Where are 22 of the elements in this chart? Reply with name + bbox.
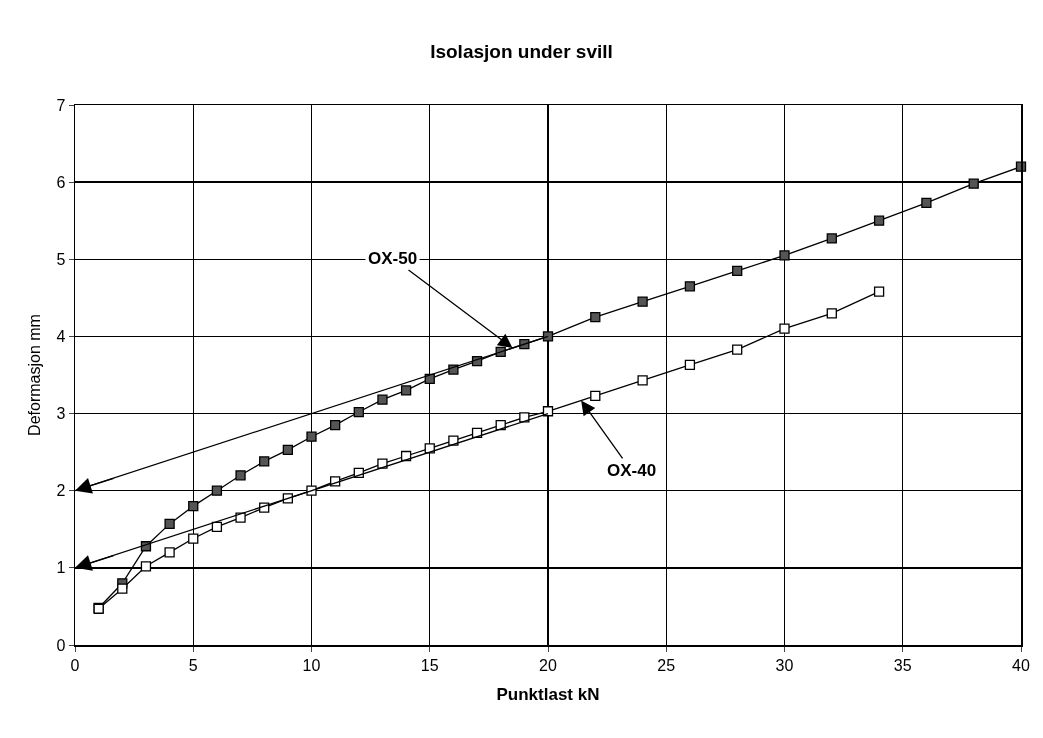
y-tick-label: 0 bbox=[56, 636, 66, 654]
x-axis-title: Punktlast kN bbox=[496, 684, 600, 704]
annotation: OX-50 bbox=[368, 249, 418, 268]
y-tick-label: 5 bbox=[56, 250, 66, 268]
y-tick-label: 4 bbox=[56, 328, 66, 346]
annotation: OX-40 bbox=[607, 461, 657, 480]
x-tick-label: 10 bbox=[302, 656, 321, 674]
y-tick-label: 1 bbox=[56, 559, 66, 577]
y-tick-label: 3 bbox=[56, 405, 66, 423]
x-tick-label: 35 bbox=[893, 656, 912, 674]
x-tick-label: 15 bbox=[420, 656, 439, 674]
y-tick-label: 2 bbox=[56, 482, 66, 500]
x-tick-label: 5 bbox=[188, 656, 198, 674]
y-tick-label: 6 bbox=[56, 173, 66, 191]
x-tick-label: 30 bbox=[775, 656, 794, 674]
chart-title: Isolasjon under svill bbox=[430, 40, 613, 62]
x-tick-label: 0 bbox=[70, 656, 80, 674]
x-tick-label: 40 bbox=[1012, 656, 1030, 674]
y-tick-label: 7 bbox=[56, 96, 66, 114]
x-tick-label: 20 bbox=[539, 656, 557, 674]
x-tick-label: 25 bbox=[657, 656, 676, 674]
y-axis-title: Deformasjon mm bbox=[25, 314, 43, 436]
